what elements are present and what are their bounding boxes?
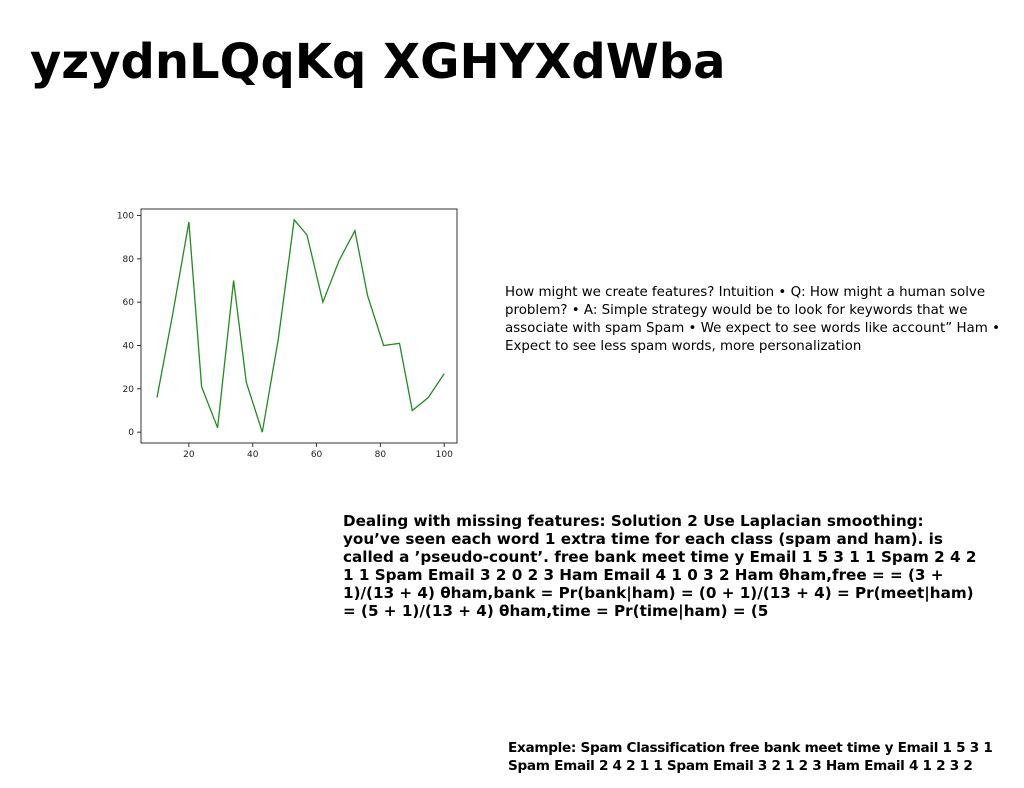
- features-paragraph: How might we create features? Intuition …: [505, 285, 1000, 354]
- x-tick-label: 40: [247, 450, 259, 460]
- y-tick-label: 100: [117, 212, 134, 222]
- x-tick-label: 100: [436, 450, 453, 460]
- line-chart: 20 40 60 80 100 0 20 40 60 80 100: [110, 200, 460, 462]
- y-tick-label: 40: [123, 342, 135, 352]
- y-tick-label: 60: [123, 298, 135, 308]
- y-tick-label: 20: [123, 385, 135, 395]
- missing-features-paragraph: Dealing with missing features: Solution …: [343, 512, 977, 620]
- plot-frame: [140, 208, 458, 444]
- line-chart-svg: 20 40 60 80 100 0 20 40 60 80 100: [117, 208, 458, 460]
- slide-title: yzydnLQqKq XGHYXdWba: [30, 34, 726, 90]
- x-tick-label: 20: [183, 450, 195, 460]
- series-line: [156, 218, 445, 433]
- y-tick-label: 80: [123, 255, 135, 265]
- x-tick-label: 60: [311, 450, 323, 460]
- x-tick-label: 80: [375, 450, 387, 460]
- y-tick-label: 0: [128, 428, 134, 438]
- example-paragraph: Example: Spam Classification free bank m…: [508, 740, 993, 774]
